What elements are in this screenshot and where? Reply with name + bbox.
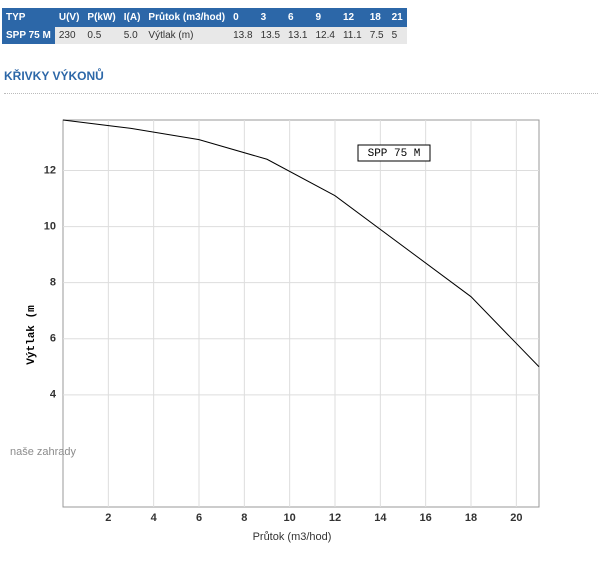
y-tick-label: 12 [44,164,56,176]
header-cell: Průtok (m3/hod) [144,8,230,27]
y-tick-label: 4 [50,389,57,401]
header-cell: 0 [229,8,257,27]
header-cell: 3 [256,8,285,27]
curve [62,119,540,368]
header-cell: U(V) [54,8,84,27]
table-cell: 5 [387,27,407,44]
spec-table: TYP U(V) P(kW) I(A) Průtok (m3/hod) 0 3 6 9 12 18 2… [2,8,407,44]
x-axis-label: Průtok (m3/hod) [253,531,332,543]
table-cell: 13.8 [229,27,257,44]
y-tick-label: 6 [50,333,56,345]
y-tick-label: 10 [44,220,56,232]
legend-box [357,144,431,162]
y-axis-label: Výtlak (m [26,305,38,365]
table-cell: 0.5 [83,27,120,44]
plot-area [62,119,540,508]
table-cell: SPP 75 M [2,27,55,44]
table-cell: 13.5 [256,27,285,44]
separator [4,93,598,94]
header-cell: 6 [284,8,312,27]
x-tick-label: 16 [420,512,432,524]
section-heading: KŘIVKY VÝKONŮ [4,69,104,83]
x-tick-label: 8 [241,512,247,524]
table-cell: Výtlak (m) [144,27,230,44]
table-cell: 7.5 [365,27,388,44]
header-cell: 9 [311,8,339,27]
header-cell: TYP [2,8,55,27]
table-row: SPP 75 M 230 0.5 5.0 Výtlak (m) 13.8 13.5 13.1 1… [2,27,407,44]
x-tick-label: 4 [151,512,158,524]
y-tick-label: 8 [50,277,56,289]
table-cell: 230 [54,27,84,44]
header-cell: P(kW) [83,8,120,27]
header-cell: 12 [338,8,366,27]
x-tick-label: 12 [329,512,341,524]
watermark: naše zahrady [10,446,77,458]
x-tick-label: 18 [465,512,477,524]
x-tick-label: 2 [105,512,111,524]
table-cell: 5.0 [119,27,145,44]
legend-label: SPP 75 M [368,148,421,160]
header-cell: 18 [365,8,388,27]
x-tick-label: 20 [510,512,522,524]
x-tick-label: 10 [284,512,296,524]
x-tick-label: 6 [196,512,202,524]
header-cell: 21 [387,8,407,27]
table-cell: 11.1 [338,27,366,44]
table-cell: 12.4 [311,27,339,44]
header-cell: I(A) [119,8,145,27]
table-cell: 13.1 [284,27,312,44]
x-tick-label: 14 [374,512,387,524]
